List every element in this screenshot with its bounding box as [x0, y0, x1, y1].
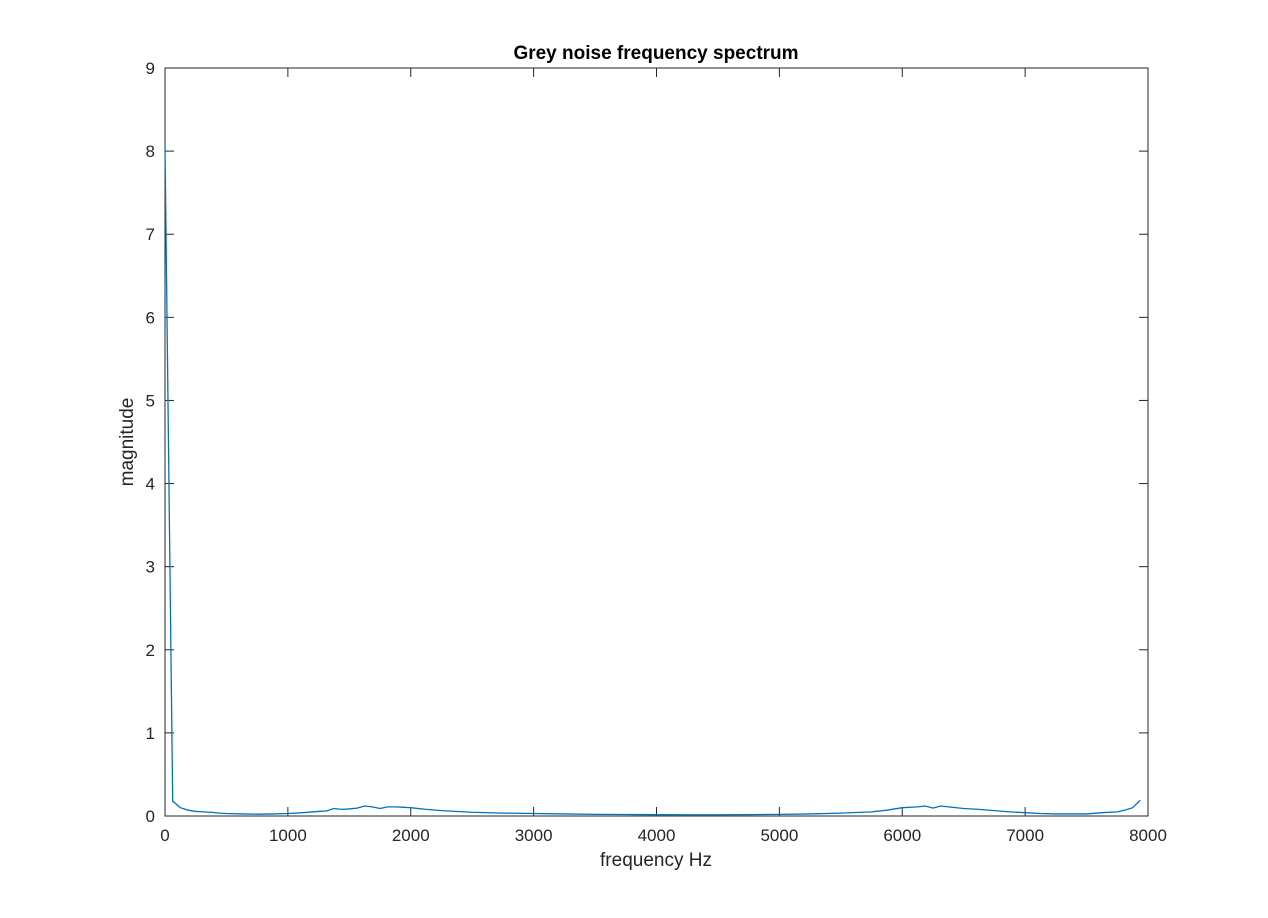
x-tick-label: 6000 — [883, 826, 921, 845]
x-tick-label: 3000 — [515, 826, 553, 845]
x-tick-label: 1000 — [269, 826, 307, 845]
x-tick-label: 5000 — [760, 826, 798, 845]
y-tick-label: 1 — [146, 724, 155, 743]
y-tick-label: 5 — [146, 391, 155, 410]
tick-labels: 0 1000 2000 3000 4000 5000 6000 7000 8000 0 1 2 3 4 5 6… — [146, 59, 1167, 845]
y-axis-label: magnitude — [117, 398, 138, 487]
x-tick-label: 2000 — [392, 826, 430, 845]
x-tick-label: 4000 — [638, 826, 676, 845]
y-tick-label: 4 — [146, 475, 155, 494]
y-tick-label: 6 — [146, 308, 155, 327]
y-tick-label: 2 — [146, 641, 155, 660]
x-axis-label: frequency Hz — [600, 850, 712, 871]
plot-area — [164, 67, 1149, 817]
x-tick-label: 0 — [160, 826, 169, 845]
y-tick-label: 0 — [146, 807, 155, 826]
chart-title: Grey noise frequency spectrum — [513, 43, 798, 64]
y-tick-label: 3 — [146, 558, 155, 577]
y-tick-label: 9 — [146, 59, 155, 78]
y-tick-label: 8 — [146, 142, 155, 161]
series-line — [164, 146, 1141, 816]
y-tick-label: 7 — [146, 225, 155, 244]
x-tick-label: 7000 — [1006, 826, 1044, 845]
x-tick-label: 8000 — [1129, 826, 1167, 845]
